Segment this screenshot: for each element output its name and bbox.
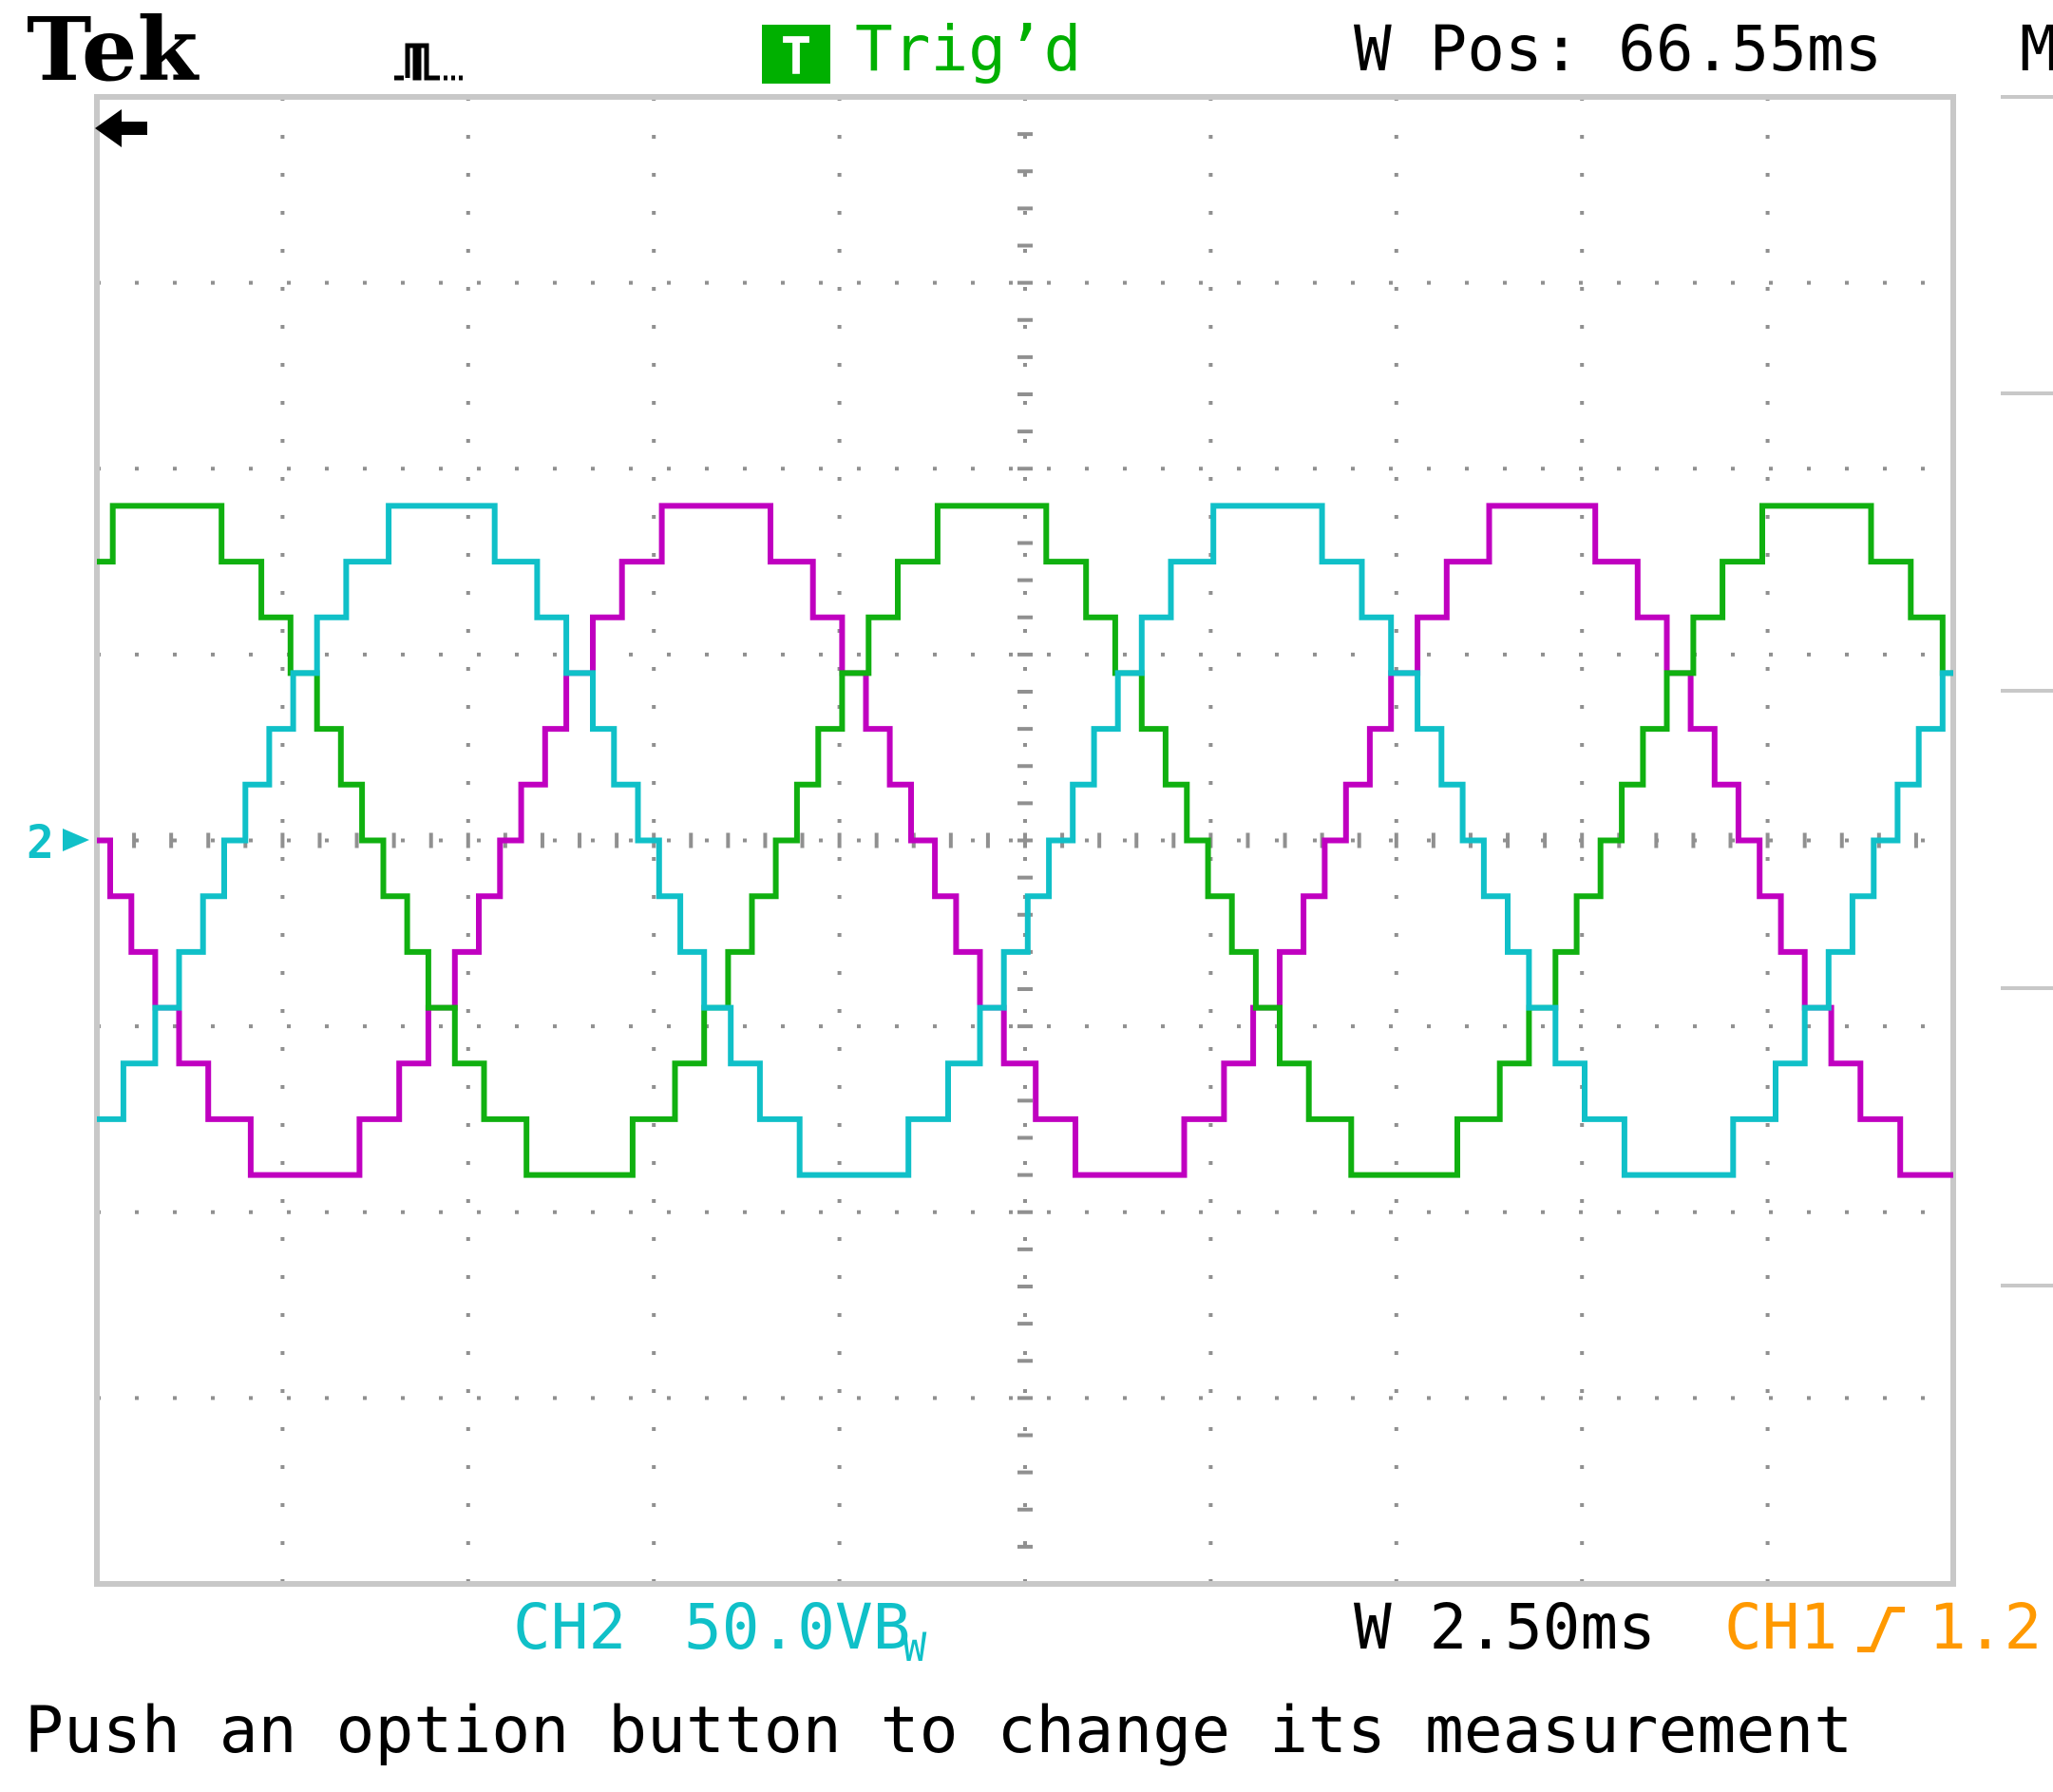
ch2-label: CH2 [513,1591,626,1664]
acquisition-run-icon [394,43,463,81]
trace-series-3 [97,503,1953,1178]
ch1-trigger-level: 1.2 [1929,1591,2042,1664]
status-message: Push an option button to change its meas… [25,1693,1853,1768]
ground-marker-label: 2 [27,816,54,869]
trace-series-1 [97,503,1953,1178]
rising-edge-icon [1857,1607,1905,1652]
trigger-position-arrow-icon [95,109,147,147]
ground-marker: 2 [27,816,89,869]
trigger-badge: T [781,27,812,86]
brand-logo: Tek [27,0,200,101]
side-menu-separators [2001,95,2053,1287]
trigger-status: Trig’d [855,12,1081,86]
horizontal-position: W Pos: 66.55ms [1354,12,1882,86]
ch2-scale: 50.0VB [684,1591,910,1664]
trace-series-2 [97,503,1953,1178]
timebase: W 2.50ms [1354,1591,1656,1664]
trigger-badge-box [762,25,830,84]
ch2-bandwidth: W [903,1624,927,1670]
ch1-label: CH1 [1724,1591,1837,1664]
menu-title-cut: M [2020,12,2053,86]
traces [97,503,1953,1178]
